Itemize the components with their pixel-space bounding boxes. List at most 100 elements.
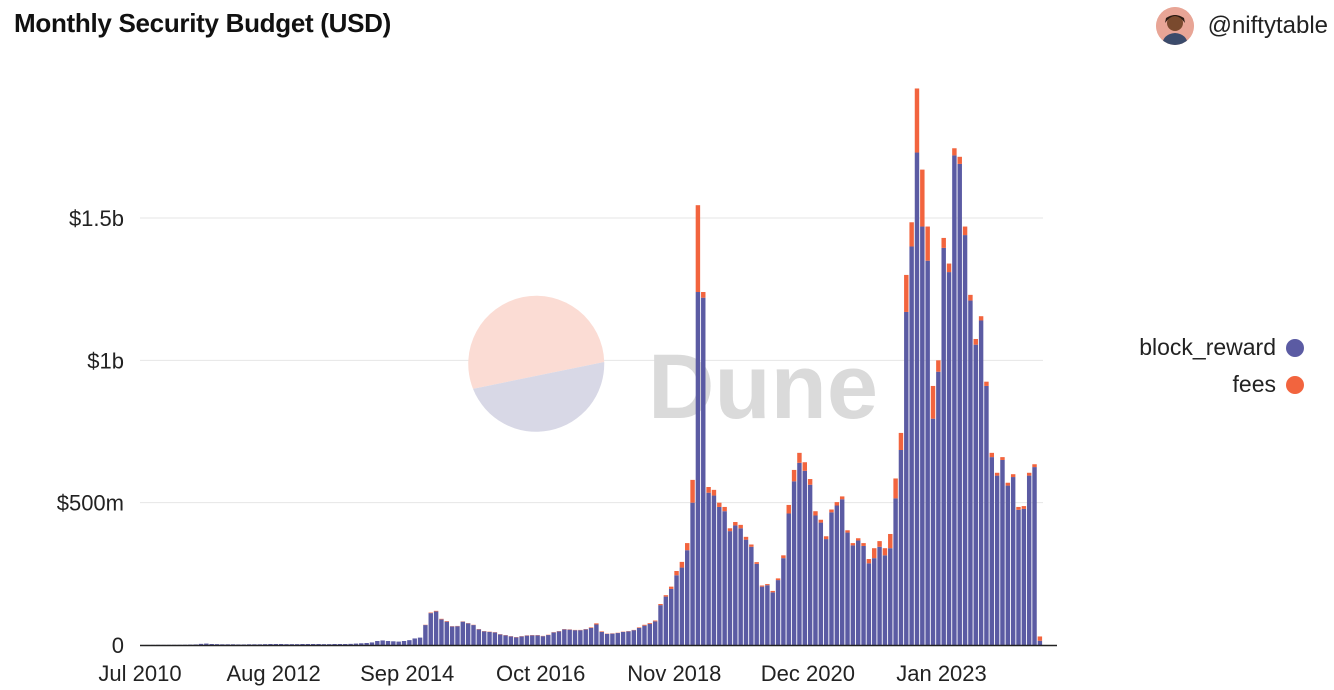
bar-fees[interactable] [754,562,759,564]
bar-block-reward[interactable] [497,634,503,645]
bar-block-reward[interactable] [508,636,514,645]
bar-block-reward[interactable] [925,260,930,645]
bar-block-reward[interactable] [401,641,407,645]
bar-fees[interactable] [925,226,930,261]
bar-block-reward[interactable] [588,627,594,645]
bar-fees[interactable] [952,148,957,156]
bar-block-reward[interactable] [433,611,439,645]
bar-block-reward[interactable] [369,642,375,645]
bar-fees[interactable] [834,502,840,506]
bar-fees[interactable] [1010,474,1016,478]
bar-block-reward[interactable] [711,495,717,645]
bar-block-reward[interactable] [578,630,583,645]
bar-fees[interactable] [823,536,829,540]
bar-block-reward[interactable] [1000,459,1005,645]
bar-block-reward[interactable] [834,505,840,645]
author-name[interactable]: @niftytable [1207,12,1328,39]
bar-fees[interactable] [652,620,658,622]
bar-fees[interactable] [765,584,770,586]
bar-block-reward[interactable] [225,644,230,645]
bar-fees[interactable] [829,509,834,513]
bar-block-reward[interactable] [765,585,770,645]
bar-block-reward[interactable] [412,638,417,645]
bar-fees[interactable] [1032,464,1037,468]
bar-block-reward[interactable] [289,644,295,645]
bar-block-reward[interactable] [241,644,246,645]
bar-fees[interactable] [930,385,936,419]
bar-block-reward[interactable] [385,641,391,645]
bar-block-reward[interactable] [738,528,743,645]
bar-block-reward[interactable] [749,546,754,645]
bar-fees[interactable] [599,631,604,632]
bar-block-reward[interactable] [193,644,198,645]
bar-fees[interactable] [642,624,647,626]
bar-fees[interactable] [920,169,925,227]
bar-block-reward[interactable] [476,629,482,645]
bar-block-reward[interactable] [861,545,866,645]
bar-block-reward[interactable] [984,385,989,645]
bar-fees[interactable] [893,478,898,499]
bar-block-reward[interactable] [1010,477,1016,645]
bar-fees[interactable] [738,524,743,529]
bar-block-reward[interactable] [888,548,893,645]
bar-block-reward[interactable] [631,630,637,645]
bar-block-reward[interactable] [813,515,818,645]
bar-fees[interactable] [850,543,856,546]
bar-block-reward[interactable] [396,641,401,645]
bar-block-reward[interactable] [471,625,476,645]
legend-item-fees[interactable]: fees [1233,371,1304,398]
bar-block-reward[interactable] [839,499,845,645]
bar-block-reward[interactable] [546,635,551,645]
bar-block-reward[interactable] [685,550,690,645]
bar-block-reward[interactable] [701,297,706,645]
bar-block-reward[interactable] [209,644,214,645]
bar-block-reward[interactable] [220,644,225,645]
legend-item-block-reward[interactable]: block_reward [1139,334,1304,361]
bar-block-reward[interactable] [743,539,749,645]
bar-fees[interactable] [797,452,802,463]
bar-block-reward[interactable] [807,484,813,645]
bar-block-reward[interactable] [444,621,449,645]
bar-fees[interactable] [813,511,818,516]
bar-fees[interactable] [786,504,791,514]
bar-fees[interactable] [1016,506,1021,510]
bar-block-reward[interactable] [337,644,343,645]
bar-block-reward[interactable] [636,627,642,645]
bar-fees[interactable] [989,452,995,458]
bar-block-reward[interactable] [278,644,284,645]
bar-fees[interactable] [968,294,973,301]
bar-block-reward[interactable] [487,631,492,645]
bar-block-reward[interactable] [540,636,546,645]
bar-block-reward[interactable] [449,626,455,646]
bar-fees[interactable] [749,544,754,547]
bar-block-reward[interactable] [503,635,508,645]
bar-block-reward[interactable] [262,644,268,645]
bar-block-reward[interactable] [1026,475,1032,645]
bar-fees[interactable] [946,263,952,273]
bar-fees[interactable] [658,604,663,606]
bar-block-reward[interactable] [455,626,460,645]
bar-block-reward[interactable] [332,644,337,645]
bar-fees[interactable] [444,621,449,622]
bar-fees[interactable] [775,578,781,581]
bar-fees[interactable] [770,590,775,593]
bar-block-reward[interactable] [305,644,311,645]
bar-fees[interactable] [861,543,866,546]
bar-block-reward[interactable] [620,631,626,645]
bar-block-reward[interactable] [524,635,530,645]
bar-block-reward[interactable] [428,613,433,645]
bar-fees[interactable] [839,496,845,500]
bar-block-reward[interactable] [658,605,663,645]
bar-block-reward[interactable] [845,532,850,645]
bar-block-reward[interactable] [391,641,396,645]
bar-block-reward[interactable] [652,621,658,645]
bar-block-reward[interactable] [465,623,471,645]
bar-block-reward[interactable] [198,643,204,645]
bar-fees[interactable] [636,627,642,628]
bar-block-reward[interactable] [407,640,412,645]
bar-fees[interactable] [733,522,738,526]
bar-block-reward[interactable] [642,625,647,645]
bar-fees[interactable] [936,360,941,372]
bar-fees[interactable] [674,570,679,576]
bar-block-reward[interactable] [775,580,781,645]
